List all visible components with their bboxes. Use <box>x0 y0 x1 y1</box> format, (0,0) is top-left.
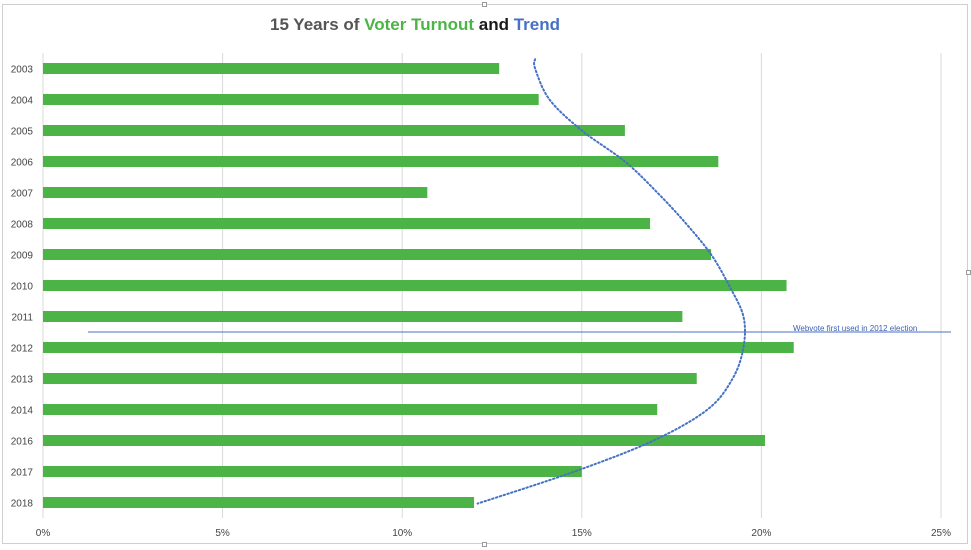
y-tick-label: 2003 <box>11 65 34 76</box>
y-tick-label: 2012 <box>11 344 34 355</box>
y-tick-label: 2008 <box>11 220 34 231</box>
x-tick-label: 15% <box>572 528 592 539</box>
x-tick-label: 0% <box>36 528 51 539</box>
title-part-2: Voter Turnout <box>364 15 475 34</box>
bar[interactable] <box>43 311 683 322</box>
x-tick-label: 10% <box>392 528 412 539</box>
bar[interactable] <box>43 218 651 229</box>
y-tick-label: 2017 <box>11 468 34 479</box>
y-tick-label: 2016 <box>11 437 34 448</box>
bar[interactable] <box>43 497 475 508</box>
y-tick-label: 2014 <box>11 406 34 417</box>
resize-handle-top[interactable] <box>482 2 487 7</box>
title-part-1: 15 Years of <box>269 15 365 34</box>
bar[interactable] <box>43 63 500 74</box>
title-part-3: and <box>474 15 514 34</box>
y-tick-label: 2004 <box>11 96 34 107</box>
y-tick-label: 2013 <box>11 375 34 386</box>
y-tick-label: 2011 <box>11 313 33 324</box>
bar[interactable] <box>43 94 539 105</box>
x-tick-label: 20% <box>751 528 771 539</box>
bar[interactable] <box>43 249 712 260</box>
annotation-label: Webvote first used in 2012 election <box>793 324 917 333</box>
bar[interactable] <box>43 404 658 415</box>
y-tick-label: 2007 <box>11 189 34 200</box>
x-tick-label: 5% <box>215 528 230 539</box>
bar[interactable] <box>43 435 765 446</box>
bar[interactable] <box>43 466 582 477</box>
trendline <box>476 58 747 505</box>
bar[interactable] <box>43 280 787 291</box>
chart-title: 15 Years of Voter Turnout and Trend <box>0 15 830 35</box>
bar[interactable] <box>43 156 719 167</box>
bar[interactable] <box>43 125 625 136</box>
bar[interactable] <box>43 187 428 198</box>
title-part-4: Trend <box>513 15 561 34</box>
y-tick-label: 2018 <box>11 499 34 510</box>
bar[interactable] <box>43 342 794 353</box>
x-tick-label: 25% <box>931 528 951 539</box>
y-tick-label: 2005 <box>11 127 34 138</box>
y-tick-label: 2010 <box>11 282 34 293</box>
y-tick-label: 2006 <box>11 158 34 169</box>
resize-handle-bottom[interactable] <box>482 542 487 547</box>
bar[interactable] <box>43 373 697 384</box>
y-tick-label: 2009 <box>11 251 34 262</box>
